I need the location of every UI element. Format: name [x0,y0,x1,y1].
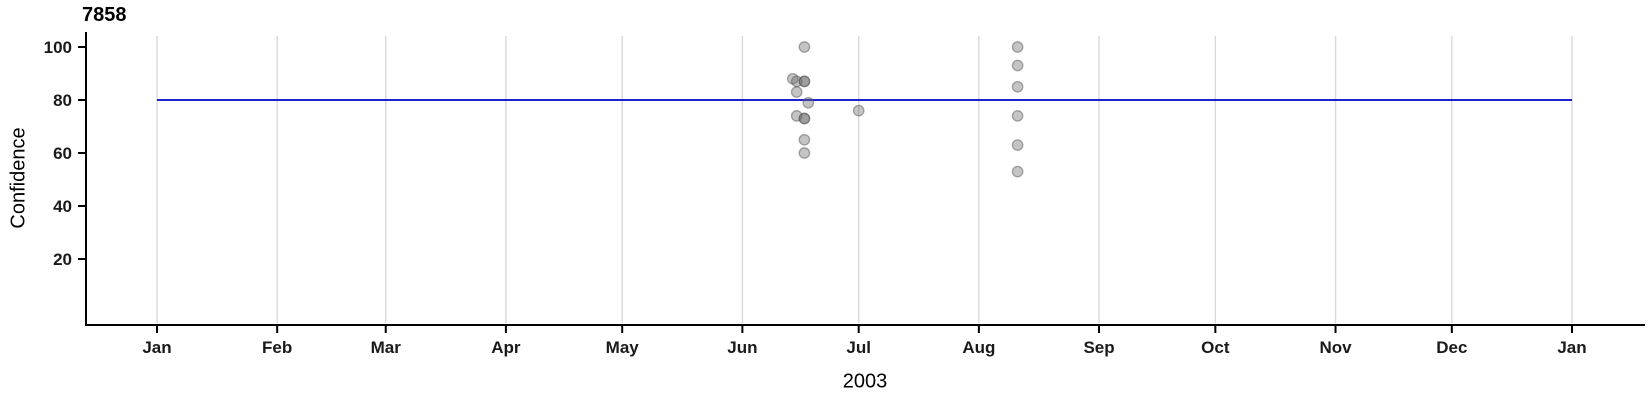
y-tick-label: 60 [53,144,72,163]
x-axis-title: 2003 [842,370,888,393]
data-point [852,104,865,117]
x-tick-label: Feb [262,338,292,357]
y-tick-label: 40 [53,197,72,216]
x-tick-label: Jun [727,338,757,357]
data-point [798,112,811,125]
x-tick-label: Dec [1436,338,1467,357]
y-tick-label: 100 [44,38,72,57]
data-point [1011,80,1024,93]
x-tick-label: Jul [846,338,871,357]
chart-title: 7858 [82,4,127,26]
x-tick-label: Jan [1557,338,1586,357]
y-axis-title: Confidence [7,127,30,229]
y-tick-label: 20 [53,250,72,269]
data-point [798,75,811,88]
x-tick-label: Mar [371,338,402,357]
x-tick-label: Oct [1201,338,1230,357]
data-point [798,41,811,53]
data-point [790,86,803,98]
data-point [1011,139,1024,151]
x-tick-label: May [606,338,640,357]
data-point [1011,110,1024,122]
data-point [1011,165,1024,178]
data-point [1011,41,1024,53]
x-tick-label: Apr [491,338,521,357]
x-tick-label: Jan [142,338,171,357]
data-point [1011,59,1024,72]
data-point [798,133,811,146]
y-tick-label: 80 [53,91,72,110]
data-point [798,147,811,159]
x-tick-label: Nov [1319,338,1352,357]
x-tick-label: Sep [1083,338,1114,357]
x-tick-label: Aug [962,338,995,357]
data-point [802,96,815,109]
